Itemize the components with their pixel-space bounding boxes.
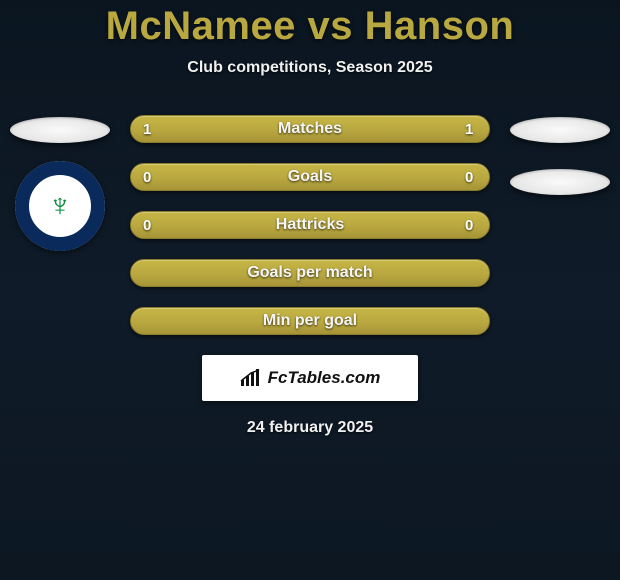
- stat-label: Matches: [278, 120, 342, 138]
- watermark-text: FcTables.com: [268, 368, 381, 388]
- stat-row-goals-per-match: Goals per match: [130, 259, 490, 287]
- bar-chart-icon: [240, 369, 262, 387]
- right-player-column: [500, 115, 620, 335]
- stat-label: Goals: [288, 168, 332, 186]
- player-right-placeholder: [510, 117, 610, 143]
- page-title: McNamee vs Hanson: [106, 4, 515, 49]
- stat-row-hattricks: 0 Hattricks 0: [130, 211, 490, 239]
- stat-row-matches: 1 Matches 1: [130, 115, 490, 143]
- stat-label: Hattricks: [276, 216, 344, 234]
- stat-row-goals: 0 Goals 0: [130, 163, 490, 191]
- stat-row-min-per-goal: Min per goal: [130, 307, 490, 335]
- club-right-placeholder: [510, 169, 610, 195]
- harp-icon: ♆: [48, 189, 72, 221]
- stat-left-value: 0: [143, 169, 155, 186]
- stat-label: Min per goal: [263, 312, 357, 330]
- club-badge-left: ♆: [15, 161, 105, 251]
- stats-bars: 1 Matches 1 0 Goals 0 0 Hattricks 0 Goal…: [120, 115, 500, 335]
- stat-right-value: 0: [465, 169, 477, 186]
- watermark: FcTables.com: [202, 355, 418, 401]
- stat-right-value: 1: [465, 121, 477, 138]
- stat-label: Goals per match: [247, 264, 372, 282]
- left-player-column: ♆: [0, 115, 120, 335]
- stat-left-value: 1: [143, 121, 155, 138]
- footer-date: 24 february 2025: [247, 419, 373, 437]
- subtitle: Club competitions, Season 2025: [187, 59, 432, 77]
- player-left-placeholder: [10, 117, 110, 143]
- stat-right-value: 0: [465, 217, 477, 234]
- comparison-area: ♆ 1 Matches 1 0 Goals 0 0 Hattricks 0 Go…: [0, 115, 620, 335]
- stat-left-value: 0: [143, 217, 155, 234]
